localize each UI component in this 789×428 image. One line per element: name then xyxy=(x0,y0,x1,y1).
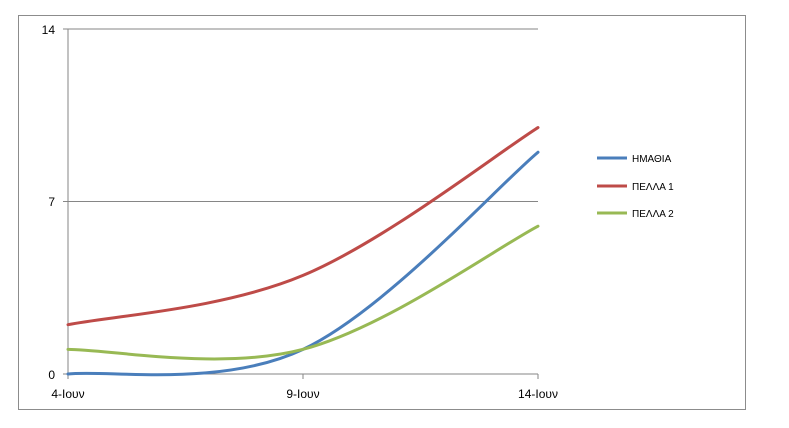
series-line-0 xyxy=(66,150,540,377)
y-tick-label-14: 14 xyxy=(42,23,56,37)
x-tick-label-9-iouv: 9-Ιουν xyxy=(286,387,319,401)
legend-label-pella-2: ΠΕΛΛΑ 2 xyxy=(632,209,674,220)
legend-label-pella-1: ΠΕΛΛΑ 1 xyxy=(632,182,674,193)
series-lines xyxy=(66,126,540,377)
x-tick-label-14-iouv: 14-Ιουν xyxy=(518,387,558,401)
legend-label-imathia: ΗΜΑΘΙΑ xyxy=(632,154,672,165)
gridlines xyxy=(68,28,538,202)
legend: ΗΜΑΘΙΑ ΠΕΛΛΑ 1 ΠΕΛΛΑ 2 xyxy=(597,154,674,220)
series-line-1 xyxy=(66,126,540,327)
y-tick-label-7: 7 xyxy=(48,195,55,209)
series-line-2 xyxy=(66,224,540,361)
axis-ticks xyxy=(63,28,539,379)
x-tick-label-4-iouv: 4-Ιουν xyxy=(51,387,84,401)
y-tick-label-0: 0 xyxy=(48,368,55,382)
